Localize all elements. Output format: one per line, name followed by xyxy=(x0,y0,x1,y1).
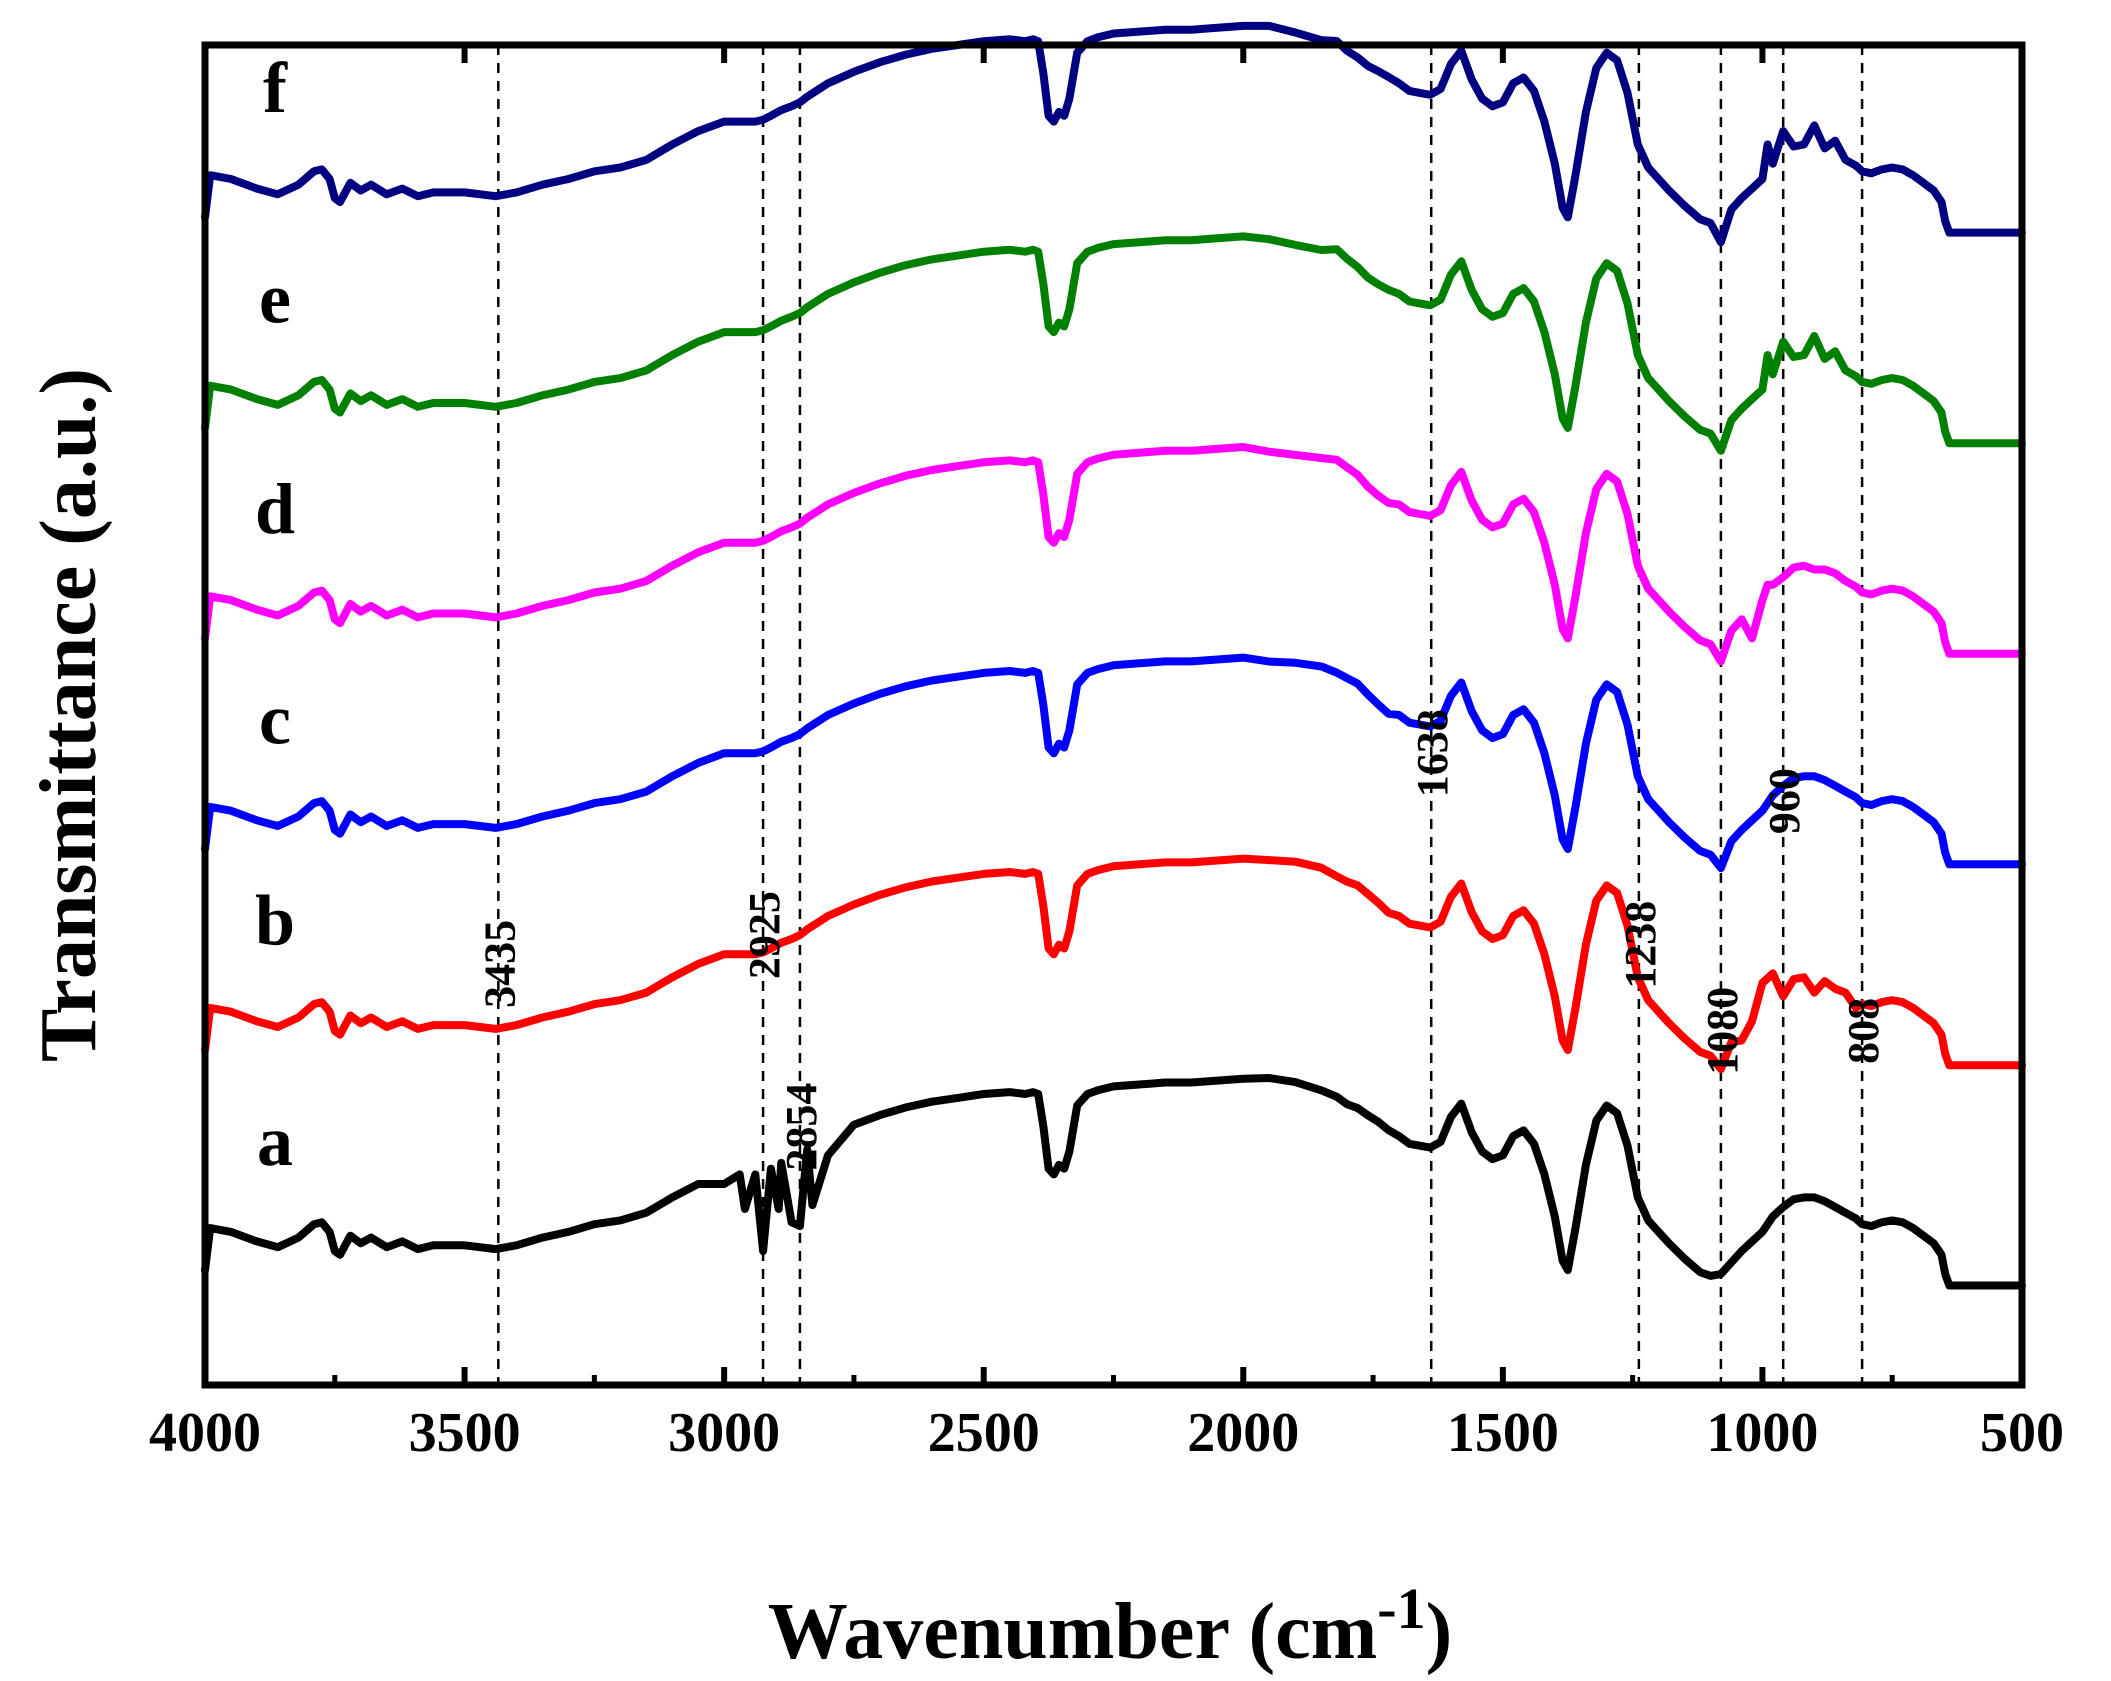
x-tick-label: 2000 xyxy=(1187,1402,1299,1464)
x-axis-title: Wavenumber (cm-1) xyxy=(768,1576,1453,1676)
series-layer xyxy=(201,21,2026,1290)
peak-label-3435: 3435 xyxy=(475,920,524,1008)
label-layer: 3435 2925 2854 1638 1238 1080 960 808 a b c d e f xyxy=(255,48,1888,1181)
series-f-line xyxy=(201,21,2026,247)
curve-label-f: f xyxy=(263,48,288,128)
peak-label-2925: 2925 xyxy=(740,891,789,979)
x-tick-label: 3500 xyxy=(409,1402,521,1464)
x-axis: 4000 3500 3000 2500 2000 1500 1000 500 xyxy=(149,45,2064,1464)
peak-label-960: 960 xyxy=(1760,768,1809,834)
x-axis-title-superscript: -1 xyxy=(1377,1576,1425,1641)
y-axis-title: Transmittance (a.u.) xyxy=(25,368,113,1062)
peak-label-2854: 2854 xyxy=(777,1083,826,1171)
peak-label-1638: 1638 xyxy=(1408,709,1457,797)
peak-label-1238: 1238 xyxy=(1616,901,1665,989)
x-tick-label: 3000 xyxy=(668,1402,780,1464)
reference-lines xyxy=(497,45,1864,1385)
peak-label-1080: 1080 xyxy=(1698,987,1747,1075)
curve-label-a: a xyxy=(257,1101,293,1181)
x-tick-label: 1000 xyxy=(1706,1402,1818,1464)
curve-label-c: c xyxy=(259,680,291,760)
curve-label-e: e xyxy=(259,259,291,339)
series-e-line xyxy=(201,232,2026,455)
series-c-line xyxy=(201,653,2026,873)
series-a-line xyxy=(201,1074,2026,1290)
peak-label-808: 808 xyxy=(1839,998,1888,1064)
series-d-line xyxy=(201,443,2026,666)
x-tick-label: 1500 xyxy=(1447,1402,1559,1464)
x-tick-label: 500 xyxy=(1980,1402,2064,1464)
x-axis-title-close: ) xyxy=(1426,1588,1453,1676)
x-tick-label: 4000 xyxy=(149,1402,261,1464)
series-b-line xyxy=(201,854,2026,1074)
curve-label-d: d xyxy=(255,469,295,549)
x-tick-label: 2500 xyxy=(928,1402,1040,1464)
x-axis-title-main: Wavenumber (cm xyxy=(768,1588,1378,1676)
curve-label-b: b xyxy=(255,881,295,961)
